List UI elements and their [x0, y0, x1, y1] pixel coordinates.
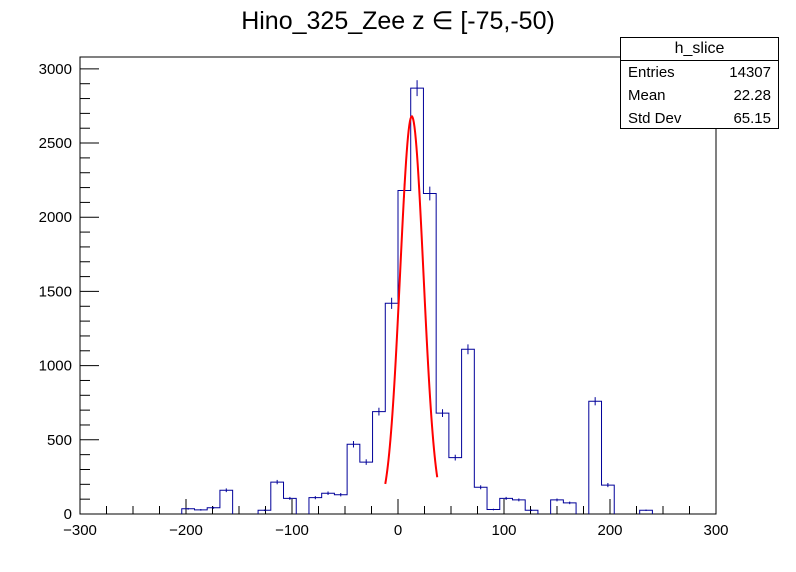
histogram-bin	[512, 500, 525, 514]
axis-tick-labels: −300 −200 −100 0 100 200 300050010001500200025…	[39, 61, 729, 539]
gaussian-fit-curve	[384, 115, 439, 485]
histogram-bin	[398, 191, 411, 514]
histogram-bin	[271, 482, 284, 514]
histogram-bin	[423, 194, 436, 514]
histogram-bin	[436, 413, 449, 514]
y-tick-label: 0	[64, 506, 72, 523]
histogram-bin	[563, 503, 576, 514]
y-tick-label: 3000	[39, 61, 72, 78]
histogram-bin	[500, 498, 513, 514]
chart-title: Hino_325_Zee z ∈ [-75,-50)	[241, 7, 555, 35]
stats-row-std-dev: Std Dev 65.15	[621, 107, 778, 130]
histogram-bin	[589, 401, 602, 514]
stats-row-entries: Entries 14307	[621, 61, 778, 84]
histogram-bin	[347, 444, 360, 514]
histogram-bin	[602, 485, 615, 514]
stats-row-mean: Mean 22.28	[621, 84, 778, 107]
stats-value: 22.28	[733, 87, 771, 104]
stats-value: 14307	[729, 64, 771, 81]
x-tick-label: 300	[703, 522, 728, 539]
y-tick-label: 1000	[39, 358, 72, 375]
stats-label: Entries	[628, 64, 675, 81]
y-tick-label: 2500	[39, 135, 72, 152]
x-tick-label: 100	[491, 522, 516, 539]
axis-ticks	[79, 68, 717, 515]
histogram-bin	[474, 487, 487, 514]
stats-box: h_slice Entries 14307 Mean 22.28 Std Dev…	[620, 37, 779, 129]
stats-value: 65.15	[733, 110, 771, 127]
histogram-bin	[220, 490, 233, 514]
histogram-bin	[322, 493, 335, 514]
histogram-bin	[462, 349, 475, 514]
histogram-bin	[373, 412, 386, 514]
x-tick-label: 0	[394, 522, 402, 539]
x-tick-label: −100	[275, 522, 309, 539]
histogram-bin	[360, 462, 373, 514]
x-tick-label: −200	[169, 522, 203, 539]
x-tick-label: −300	[63, 522, 97, 539]
x-tick-label: 200	[597, 522, 622, 539]
y-tick-label: 2000	[39, 209, 72, 226]
y-tick-label: 500	[47, 432, 72, 449]
stats-label: Std Dev	[628, 110, 682, 127]
y-tick-label: 1500	[39, 283, 72, 300]
histogram-bin	[309, 498, 322, 514]
stats-label: Mean	[628, 87, 666, 104]
stats-box-title: h_slice	[621, 38, 778, 61]
histogram-bin	[449, 458, 462, 514]
histogram-bin	[284, 498, 297, 514]
